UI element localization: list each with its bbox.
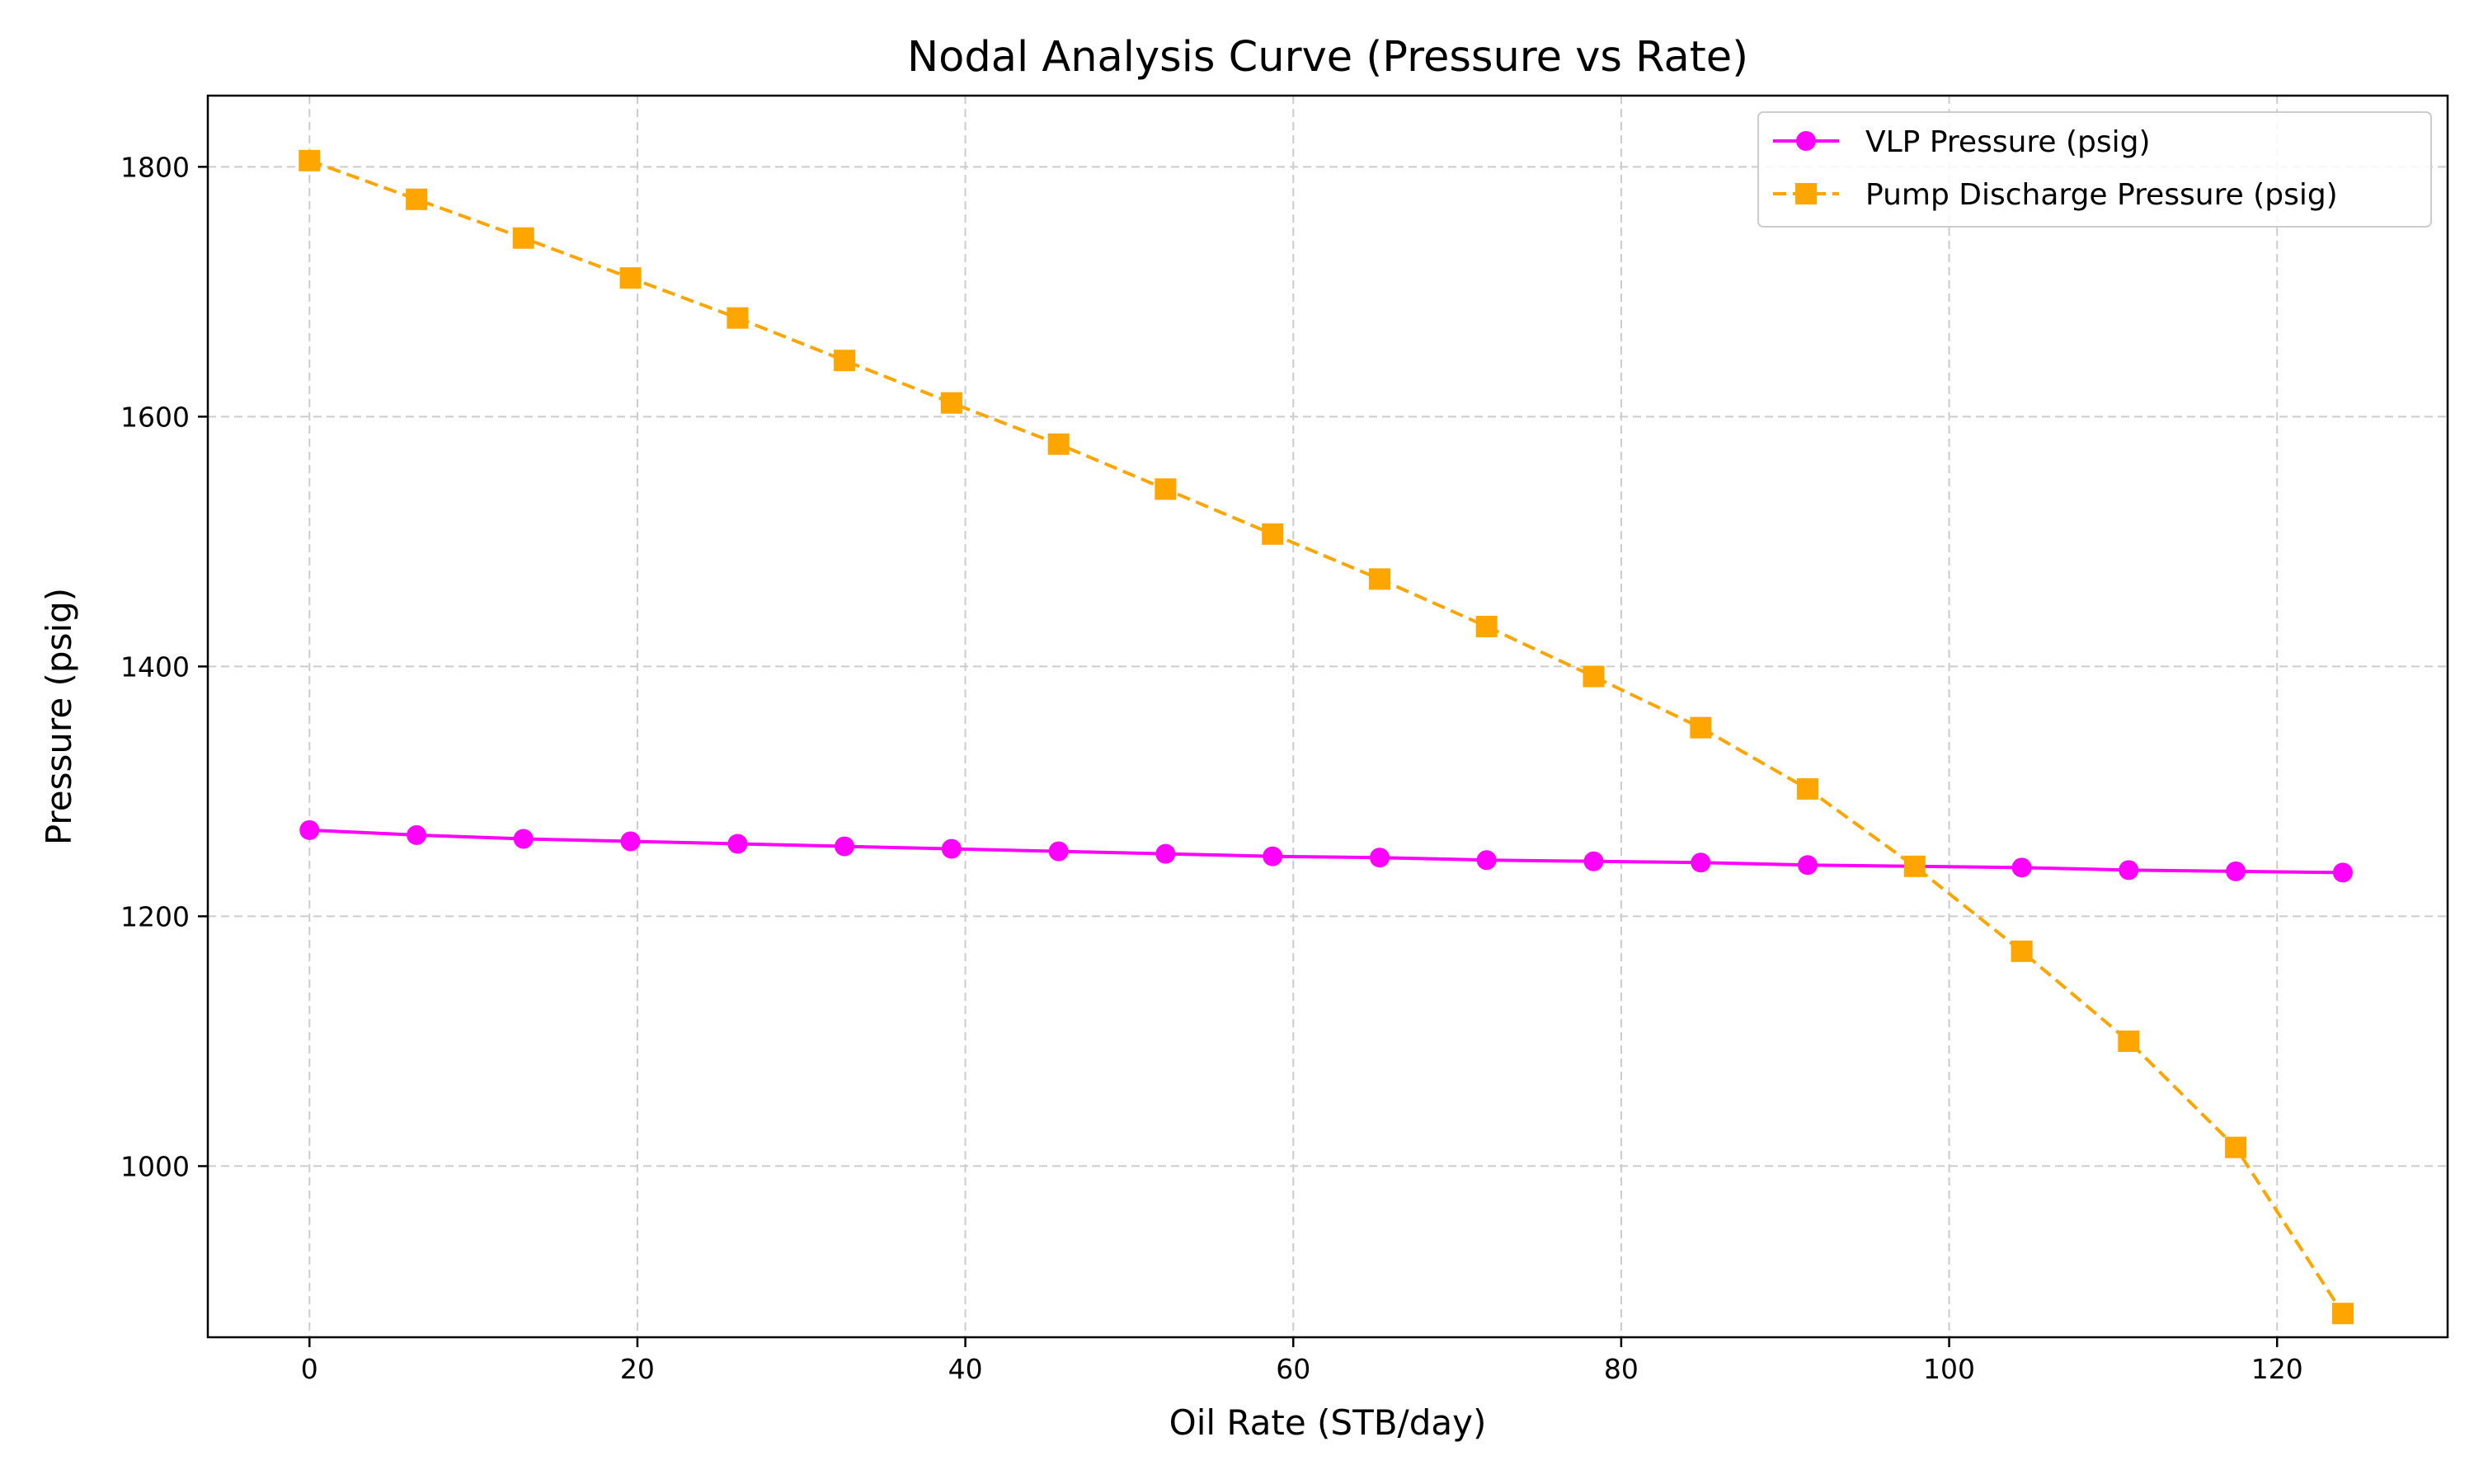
data-point [2011,857,2032,878]
x-tick-label: 60 [1276,1353,1310,1385]
data-point [2331,1303,2354,1325]
data-point [1155,843,1176,864]
data-point [1796,777,1818,800]
x-axis-label: Oil Rate (STB/day) [1169,1402,1487,1443]
data-point [727,307,749,329]
data-point [1583,851,1604,871]
data-point [512,227,534,249]
series-line [309,828,2343,875]
y-tick-label: 1600 [120,401,190,433]
data-point [1475,615,1498,637]
data-point [1370,848,1390,868]
legend-box [1757,111,2432,228]
data-point [2225,1136,2247,1158]
legend-entry: Pump Discharge Pressure (psig) [1773,178,2338,212]
x-tick-label: 40 [948,1353,983,1385]
x-tick-label: 120 [2251,1353,2303,1385]
data-point [1155,478,1177,500]
y-tick-label: 1200 [120,900,190,932]
chart-title: Nodal Analysis Curve (Pressure vs Rate) [907,33,1748,82]
series-pump-discharge-pressure [299,149,2354,1325]
data-point [941,838,962,859]
data-point [513,829,534,849]
data-point [2011,940,2033,962]
data-point [2226,861,2246,881]
legend-label: Pump Discharge Pressure (psig) [1865,178,2338,212]
data-point [2118,1030,2140,1052]
data-point [835,836,855,857]
series-layer [299,149,2354,1325]
data-point [620,831,641,852]
x-tick-label: 20 [620,1353,655,1385]
data-point [940,392,962,414]
data-point [1690,716,1712,739]
data-point [1583,665,1605,688]
y-tick-label: 1000 [120,1150,190,1182]
legend: VLP Pressure (psig) Pump Discharge Pressu… [1757,111,2432,228]
data-point [1691,852,1711,873]
x-tick-label: 0 [301,1353,318,1385]
x-tick-label: 80 [1604,1353,1639,1385]
data-point [1797,855,1818,876]
data-point [727,834,748,854]
series-line [308,158,2345,1315]
data-point [1048,841,1069,862]
data-point [299,819,320,840]
data-point [834,350,856,372]
plot-area-frame [206,94,2449,1339]
series-vlp-pressure [299,819,2353,883]
legend-label: VLP Pressure (psig) [1865,125,2151,159]
y-axis-label: Pressure (psig) [39,588,79,845]
data-point [1369,568,1391,590]
legend-marker [1795,183,1817,204]
legend-marker [1796,131,1816,151]
data-point [1047,433,1070,455]
data-point [619,267,642,289]
data-point [2332,862,2353,883]
data-point [1476,850,1497,871]
grid [208,96,2448,1337]
data-point [1262,523,1284,545]
data-point [299,149,321,171]
y-tick-label: 1400 [120,650,190,683]
data-point [2119,860,2139,881]
data-point [407,824,427,845]
data-point [1903,855,1926,877]
x-tick-label: 100 [1923,1353,1975,1385]
y-tick-label: 1800 [120,151,190,183]
axis-ticks: 0 20 40 60 80 100 120 1000 1200 1400 1600 1800 [120,151,2303,1385]
data-point [1263,846,1283,866]
legend-entry: VLP Pressure (psig) [1773,125,2151,159]
data-point [406,188,428,210]
